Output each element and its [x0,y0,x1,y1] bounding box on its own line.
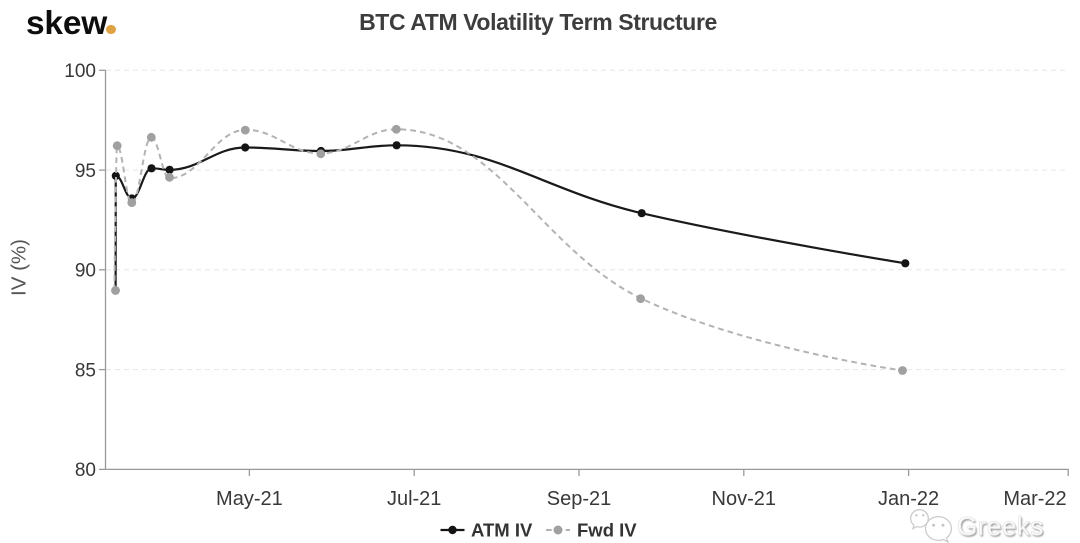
svg-text:100: 100 [64,61,96,82]
svg-text:May-21: May-21 [216,488,283,510]
svg-text:Mar-22: Mar-22 [1003,488,1066,510]
svg-text:90: 90 [75,261,96,282]
svg-text:Jul-21: Jul-21 [387,488,441,510]
svg-text:Fwd IV: Fwd IV [577,520,637,541]
svg-text:80: 80 [75,460,96,481]
svg-text:95: 95 [75,161,96,182]
svg-text:85: 85 [75,360,96,381]
svg-text:ATM IV: ATM IV [471,520,533,541]
svg-text:Nov-21: Nov-21 [712,488,776,510]
svg-text:Sep-21: Sep-21 [547,488,612,510]
svg-text:Jan-22: Jan-22 [878,488,939,510]
svg-text:IV (%): IV (%) [8,239,31,296]
